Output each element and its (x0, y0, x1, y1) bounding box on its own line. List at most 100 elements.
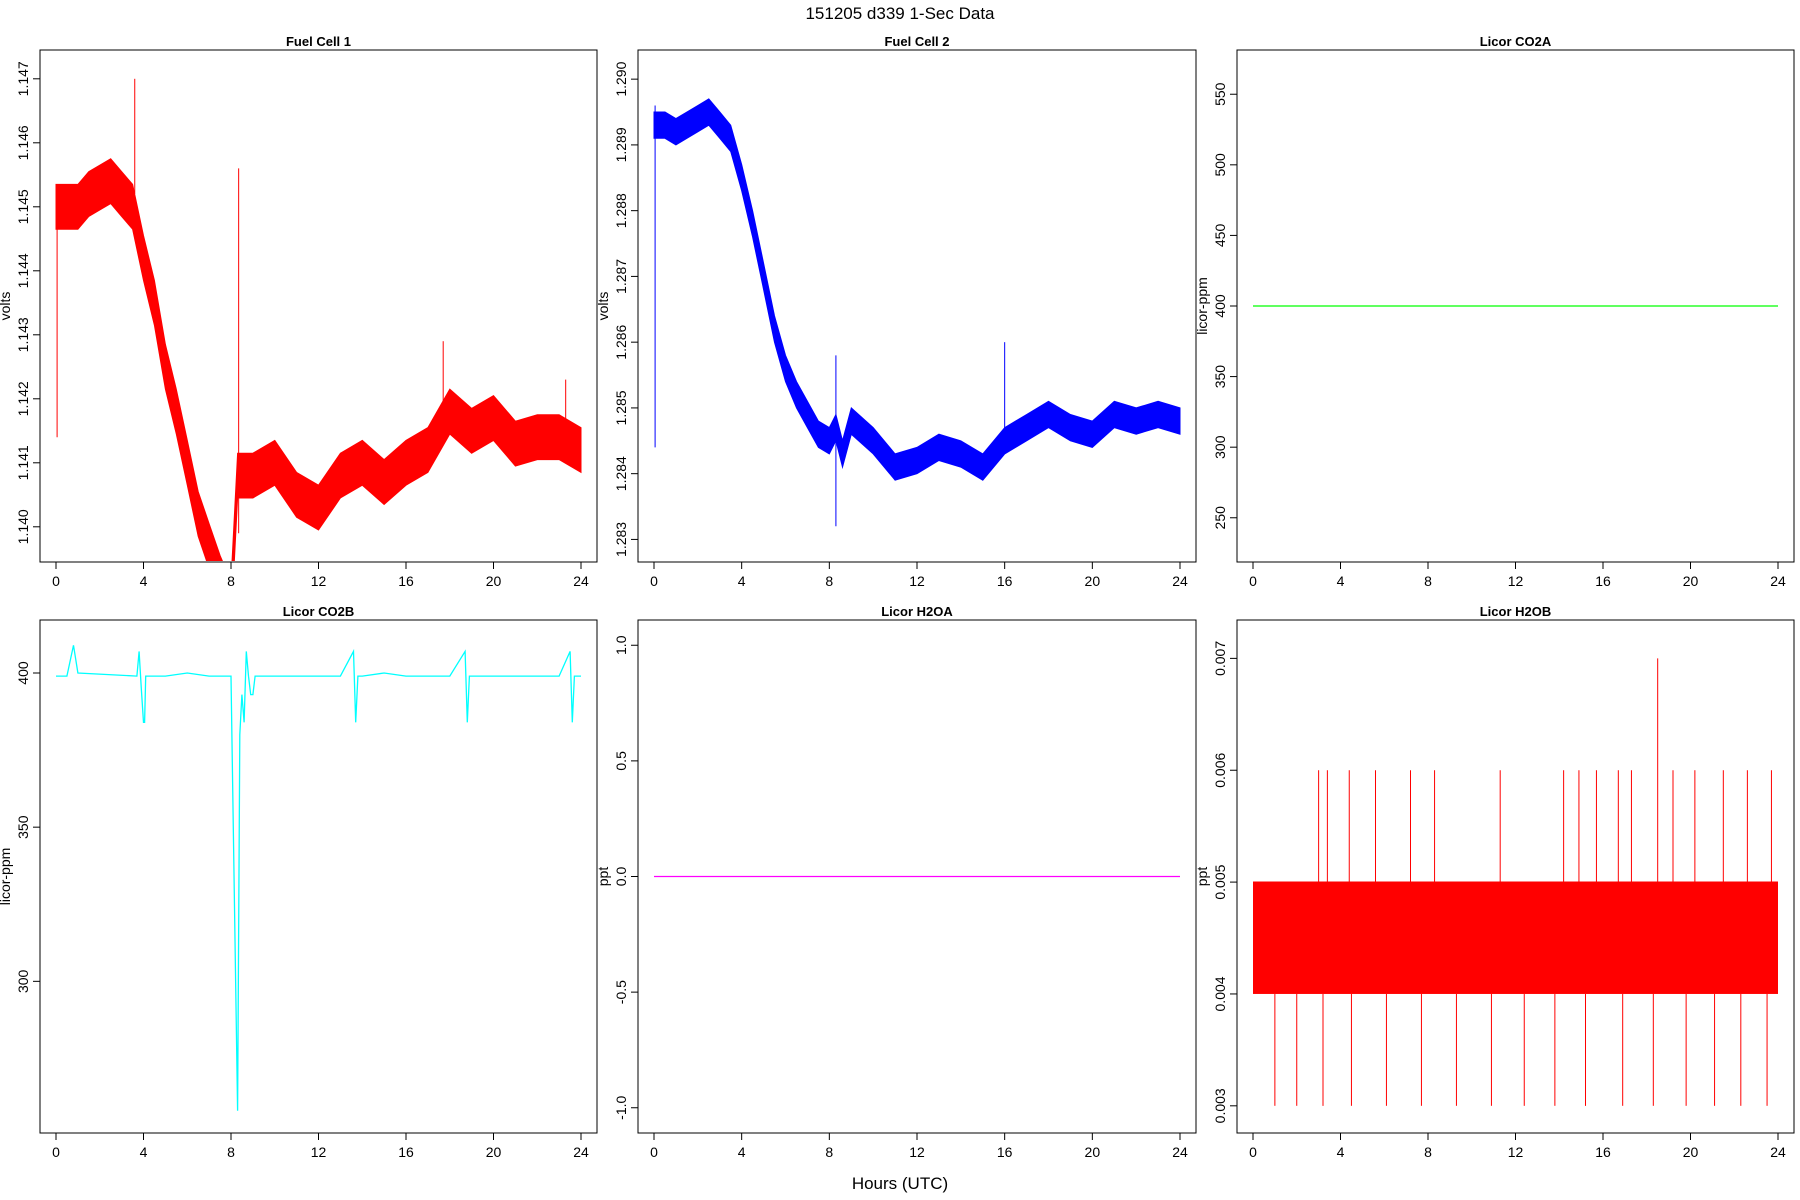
y-axis-label: ppt (1194, 867, 1210, 887)
plot-frame (39, 619, 598, 1134)
x-tick-label: 12 (909, 1144, 925, 1160)
y-tick-label: 0.006 (1212, 753, 1228, 788)
y-tick-label: 1.287 (613, 259, 629, 294)
x-tick-label: 24 (1770, 573, 1786, 589)
y-tick-label: 400 (15, 661, 31, 685)
x-tick-label: 8 (825, 573, 833, 589)
x-tick-label: 8 (227, 1144, 235, 1160)
x-tick-label: 20 (1683, 573, 1699, 589)
panel-3: Licor CO2A 0 4 8 12 16 20 24 250 300 350 400 450 500 5… (1194, 34, 1795, 589)
y-axis-label: volts (0, 292, 13, 321)
x-tick-label: 20 (1085, 573, 1101, 589)
panel-1: Fuel Cell 1 0 4 8 12 16 20 24 1.140 1.141 1.142 1.1… (0, 34, 598, 589)
x-tick-label: 20 (486, 1144, 502, 1160)
x-tick-label: 16 (1595, 573, 1611, 589)
x-tick-label: 12 (311, 1144, 327, 1160)
x-tick-label: 0 (1249, 573, 1257, 589)
y-tick-label: -1.0 (613, 1095, 629, 1119)
y-tick-label: 400 (1212, 294, 1228, 318)
x-tick-label: 0 (1249, 1144, 1257, 1160)
y-tick-label: 0.003 (1212, 1088, 1228, 1123)
data-layer (56, 645, 581, 1111)
y-tick-label: 550 (1212, 82, 1228, 106)
series-fill-band (1253, 882, 1778, 994)
x-tick-label: 16 (997, 573, 1013, 589)
y-tick-label: 1.142 (15, 381, 31, 416)
panel-title: Fuel Cell 2 (884, 34, 949, 49)
x-tick-label: 12 (909, 573, 925, 589)
y-tick-label: 1.144 (15, 253, 31, 288)
panel-title: Licor CO2B (283, 604, 355, 619)
panel-title: Licor H2OA (881, 604, 953, 619)
panel-4: Licor CO2B 0 4 8 12 16 20 24 300 350 400 licor-ppm (0, 604, 598, 1160)
series-line-1 (56, 645, 581, 1111)
series-line-1 (56, 180, 582, 561)
data-layer (653, 98, 1181, 527)
x-tick-label: 12 (1508, 573, 1524, 589)
x-axis-label: Hours (UTC) (852, 1174, 948, 1193)
x-tick-label: 4 (1337, 1144, 1345, 1160)
y-tick-label: 1.288 (613, 193, 629, 228)
x-tick-label: 24 (1770, 1144, 1786, 1160)
panels-group: Fuel Cell 1 0 4 8 12 16 20 24 1.140 1.141 1.142 1.1… (0, 34, 1795, 1160)
x-tick-label: 12 (311, 573, 327, 589)
panel-title: Licor CO2A (1480, 34, 1552, 49)
x-tick-label: 16 (398, 573, 414, 589)
series-band (55, 158, 582, 561)
y-axis-label: ppt (595, 867, 611, 887)
figure-title: 151205 d339 1-Sec Data (805, 4, 995, 23)
x-tick-label: 20 (1085, 1144, 1101, 1160)
x-tick-label: 24 (1172, 573, 1188, 589)
x-tick-label: 12 (1508, 1144, 1524, 1160)
x-tick-label: 24 (1172, 1144, 1188, 1160)
y-tick-label: 350 (1212, 365, 1228, 389)
plot-frame (1236, 619, 1795, 1134)
y-tick-label: 1.283 (613, 522, 629, 557)
y-tick-label: 0.0 (613, 867, 629, 887)
y-tick-label: 1.141 (15, 445, 31, 480)
x-tick-label: 24 (573, 573, 589, 589)
y-tick-label: 1.145 (15, 189, 31, 224)
y-tick-label: 1.143 (15, 317, 31, 352)
x-tick-label: 8 (1424, 1144, 1432, 1160)
x-tick-label: 8 (227, 573, 235, 589)
y-tick-label: 1.286 (613, 324, 629, 359)
x-tick-label: 4 (738, 573, 746, 589)
y-tick-label: 1.0 (613, 635, 629, 655)
x-tick-label: 0 (650, 573, 658, 589)
panel-2: Fuel Cell 2 0 4 8 12 16 20 24 1.283 1.284 1.285 1.2… (595, 34, 1197, 589)
panel-title: Licor H2OB (1480, 604, 1552, 619)
x-tick-label: 4 (1337, 573, 1345, 589)
x-tick-label: 24 (573, 1144, 589, 1160)
y-tick-label: 1.289 (613, 127, 629, 162)
x-tick-label: 8 (825, 1144, 833, 1160)
data-layer (55, 78, 582, 561)
x-tick-label: 0 (52, 573, 60, 589)
x-tick-label: 4 (738, 1144, 746, 1160)
x-tick-label: 4 (140, 1144, 148, 1160)
y-tick-label: -0.5 (613, 980, 629, 1004)
x-tick-label: 0 (650, 1144, 658, 1160)
x-tick-label: 16 (398, 1144, 414, 1160)
data-layer (1253, 658, 1778, 1106)
series-band (653, 98, 1181, 481)
panel-title: Fuel Cell 1 (286, 34, 351, 49)
y-tick-label: 0.5 (613, 751, 629, 771)
y-tick-label: 1.290 (613, 61, 629, 96)
y-axis-label: licor-ppm (1194, 277, 1210, 335)
y-tick-label: 250 (1212, 506, 1228, 530)
y-tick-label: 1.147 (15, 61, 31, 96)
y-tick-label: 1.285 (613, 390, 629, 425)
y-tick-label: 1.146 (15, 125, 31, 160)
x-tick-label: 20 (1683, 1144, 1699, 1160)
x-tick-label: 4 (140, 573, 148, 589)
y-tick-label: 300 (15, 969, 31, 993)
x-tick-label: 20 (486, 573, 502, 589)
y-axis-label: volts (595, 292, 611, 321)
y-tick-label: 450 (1212, 224, 1228, 248)
y-tick-label: 500 (1212, 153, 1228, 177)
y-tick-label: 1.284 (613, 456, 629, 491)
y-tick-label: 0.004 (1212, 976, 1228, 1011)
y-tick-label: 300 (1212, 435, 1228, 459)
